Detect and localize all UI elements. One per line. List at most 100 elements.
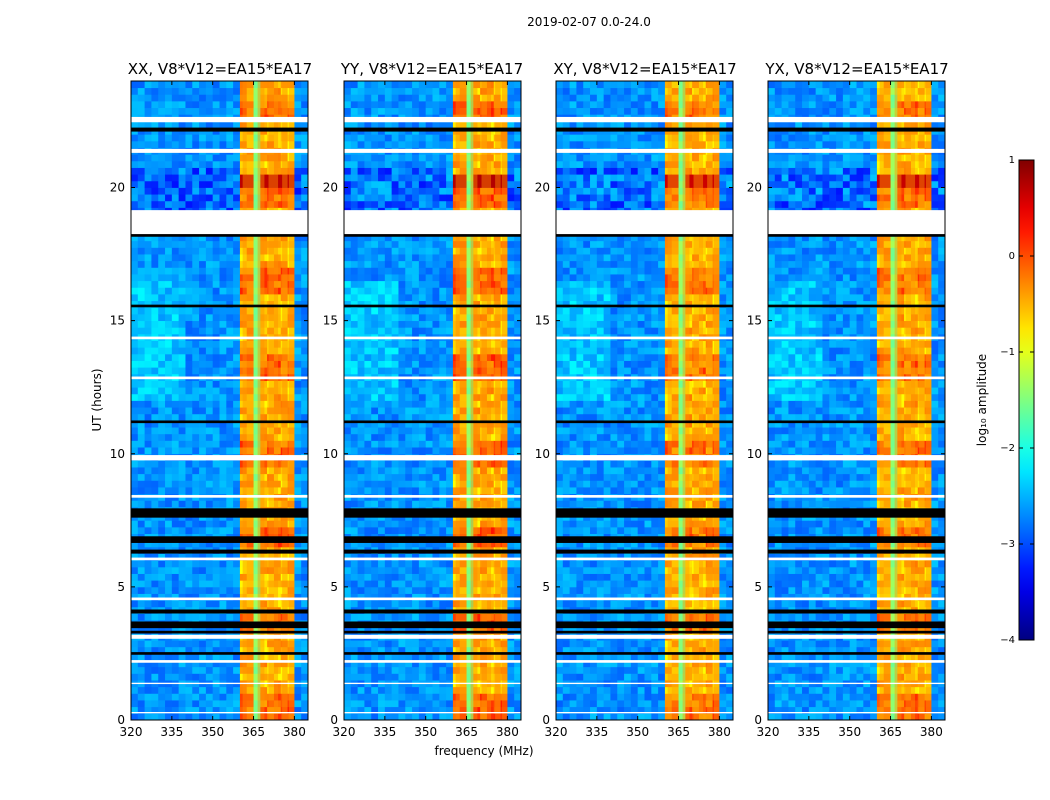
heatmap-cell [212, 540, 220, 548]
heatmap-cell [301, 600, 309, 608]
heatmap-cell [480, 700, 488, 708]
heatmap-cell [267, 467, 275, 475]
heatmap-cell [171, 713, 180, 721]
heatmap-cell [246, 653, 254, 661]
heatmap-cell [287, 413, 295, 421]
heatmap-cell [280, 573, 288, 581]
heatmap-cell [350, 94, 359, 102]
heatmap-cell [439, 267, 447, 275]
heatmap-cell [253, 254, 261, 262]
heatmap-cell [192, 134, 200, 142]
heatmap-cell [171, 613, 180, 621]
heatmap-cell [205, 260, 214, 268]
heatmap-cell [466, 673, 474, 681]
heatmap-cell [357, 367, 365, 375]
heatmap-cell [165, 713, 173, 721]
heatmap-cell [287, 447, 295, 455]
heatmap-cell [452, 640, 461, 648]
heatmap-cell [287, 540, 295, 548]
heatmap-cell [212, 400, 220, 408]
heatmap-cell [391, 274, 399, 282]
heatmap-cell [446, 540, 454, 548]
heatmap-cell [131, 686, 139, 694]
heatmap-cell [364, 81, 372, 89]
heatmap-cell [158, 267, 166, 275]
heatmap-cell [466, 413, 474, 421]
heatmap-cell [273, 167, 282, 175]
heatmap-cell [473, 380, 481, 388]
heatmap-cell [178, 274, 186, 282]
heatmap-cell [158, 626, 166, 634]
heatmap-cell [233, 160, 241, 168]
heatmap-cell [384, 360, 393, 368]
heatmap-cell [378, 473, 386, 481]
heatmap-cell [452, 313, 461, 322]
heatmap-cell [452, 526, 461, 535]
heatmap-cell [185, 447, 193, 455]
heatmap-cell [405, 240, 413, 248]
heatmap-cell [301, 666, 309, 674]
heatmap-cell [178, 660, 186, 668]
heatmap-cell [287, 347, 295, 355]
heatmap-cell [412, 500, 420, 508]
heatmap-cell [246, 180, 254, 188]
heatmap-cell [253, 340, 261, 348]
heatmap-cell [391, 400, 399, 408]
heatmap-cell [459, 566, 467, 574]
heatmap-cell [144, 287, 152, 295]
heatmap-cell [280, 413, 288, 421]
heatmap-cell [439, 200, 447, 208]
heatmap-cell [199, 134, 207, 142]
heatmap-cell [344, 400, 352, 408]
heatmap-cell [219, 274, 227, 282]
heatmap-cell [294, 194, 302, 202]
heatmap-cell [391, 600, 399, 608]
heatmap-cell [405, 174, 413, 182]
heatmap-cell [425, 566, 433, 574]
heatmap-cell [425, 347, 433, 355]
heatmap-cell [459, 200, 467, 208]
heatmap-cell [398, 566, 406, 574]
heatmap-cell [233, 700, 241, 708]
heatmap-cell [226, 240, 234, 248]
heatmap-cell [246, 81, 254, 89]
heatmap-cell [144, 560, 152, 568]
heatmap-cell [253, 154, 261, 162]
heatmap-cell [350, 473, 359, 481]
heatmap-cell [405, 360, 413, 368]
heatmap-cell [398, 280, 406, 288]
heatmap-cell [137, 693, 146, 701]
heatmap-cell [212, 613, 220, 621]
heatmap-cell [294, 200, 302, 208]
heatmap-cell [466, 566, 474, 574]
heatmap-cell [459, 154, 467, 162]
heatmap-cell [199, 340, 207, 348]
heatmap-cell [384, 626, 393, 634]
heatmap-cell [267, 433, 275, 441]
heatmap-cell [273, 87, 282, 95]
heatmap-cell [158, 94, 166, 102]
heatmap-cell [350, 573, 359, 581]
heatmap-cell [452, 413, 461, 421]
heatmap-cell [199, 713, 207, 721]
heatmap-cell [301, 234, 309, 242]
heatmap-cell [171, 320, 180, 328]
heatmap-cell [192, 400, 200, 408]
heatmap-cell [350, 100, 359, 109]
heatmap-cell [493, 174, 501, 182]
heatmap-cell [267, 560, 275, 568]
heatmap-cell [486, 473, 495, 481]
heatmap-cell [137, 294, 146, 302]
heatmap-cell [507, 167, 515, 175]
heatmap-cell [364, 167, 372, 175]
heatmap-cell [439, 234, 447, 242]
heatmap-cell [480, 200, 488, 208]
heatmap-cell [287, 187, 295, 195]
heatmap-cell [405, 433, 413, 441]
heatmap-cell [280, 660, 288, 668]
heatmap-cell [192, 87, 200, 95]
heatmap-cell [452, 433, 461, 441]
heatmap-cell [371, 81, 379, 89]
heatmap-cell [144, 254, 152, 262]
heatmap-cell [253, 427, 261, 435]
